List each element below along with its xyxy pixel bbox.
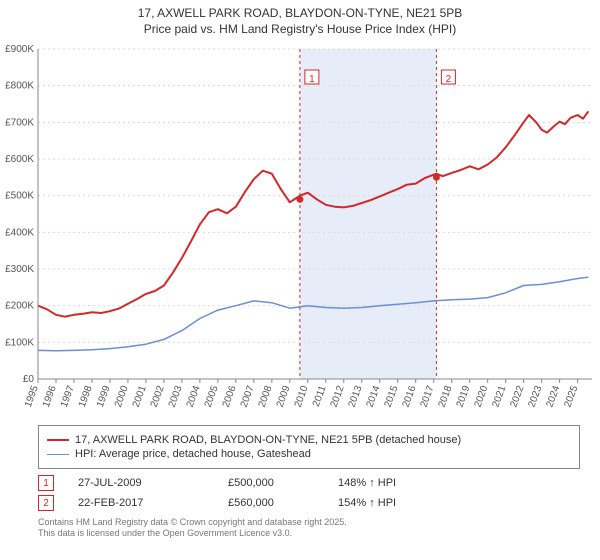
svg-text:2003: 2003 — [167, 384, 185, 409]
svg-text:2000: 2000 — [113, 384, 131, 409]
svg-text:£900K: £900K — [5, 44, 34, 55]
svg-text:1996: 1996 — [41, 384, 59, 409]
svg-text:1995: 1995 — [23, 384, 41, 409]
annotation-table: 1 27-JUL-2009 £500,000 148% ↑ HPI 2 22-F… — [38, 475, 580, 511]
svg-text:2019: 2019 — [455, 384, 473, 409]
legend-item: 17, AXWELL PARK ROAD, BLAYDON-ON-TYNE, N… — [47, 434, 571, 446]
chart-svg: £0 £100K £200K £300K £400K £500K £600K £700K £80… — [0, 39, 600, 419]
title-line1: 17, AXWELL PARK ROAD, BLAYDON-ON-TYNE, N… — [10, 6, 590, 22]
annotation-row: 2 22-FEB-2017 £560,000 154% ↑ HPI — [38, 495, 580, 511]
footer-line: This data is licensed under the Open Gov… — [38, 528, 580, 539]
svg-text:1998: 1998 — [77, 384, 95, 409]
svg-text:2004: 2004 — [185, 384, 203, 409]
svg-text:2025: 2025 — [562, 384, 580, 409]
annotation-marker: 2 — [38, 495, 54, 511]
annotation-date: 27-JUL-2009 — [78, 477, 228, 489]
annotation-marker: 1 — [38, 475, 54, 491]
svg-text:£100K: £100K — [5, 338, 34, 349]
svg-text:£0: £0 — [23, 374, 35, 385]
svg-text:£400K: £400K — [5, 228, 34, 239]
svg-text:2023: 2023 — [527, 384, 545, 409]
svg-text:2012: 2012 — [329, 384, 347, 409]
svg-text:£700K: £700K — [5, 118, 34, 129]
svg-text:2007: 2007 — [239, 384, 257, 409]
svg-text:2011: 2011 — [311, 384, 329, 408]
svg-text:2024: 2024 — [544, 384, 562, 409]
svg-text:2: 2 — [446, 74, 452, 85]
annotation-price: £500,000 — [228, 477, 338, 489]
legend-label: 17, AXWELL PARK ROAD, BLAYDON-ON-TYNE, N… — [75, 434, 461, 446]
svg-text:£200K: £200K — [5, 301, 34, 312]
chart-title: 17, AXWELL PARK ROAD, BLAYDON-ON-TYNE, N… — [0, 0, 600, 39]
svg-text:2014: 2014 — [365, 384, 383, 409]
footer-line: Contains HM Land Registry data © Crown c… — [38, 517, 580, 528]
svg-text:2015: 2015 — [383, 384, 401, 409]
svg-text:£500K: £500K — [5, 191, 34, 202]
svg-text:2021: 2021 — [491, 384, 509, 409]
svg-text:2010: 2010 — [293, 384, 311, 409]
svg-text:1997: 1997 — [59, 384, 77, 409]
line-chart: £0 £100K £200K £300K £400K £500K £600K £700K £80… — [0, 39, 600, 419]
legend-swatch — [47, 439, 69, 441]
svg-text:£600K: £600K — [5, 154, 34, 165]
legend-label: HPI: Average price, detached house, Gate… — [75, 448, 311, 460]
svg-text:2001: 2001 — [131, 384, 149, 409]
svg-text:2018: 2018 — [437, 384, 455, 409]
annotation-row: 1 27-JUL-2009 £500,000 148% ↑ HPI — [38, 475, 580, 491]
svg-text:1: 1 — [309, 74, 315, 85]
svg-text:2017: 2017 — [419, 384, 437, 409]
annotation-date: 22-FEB-2017 — [78, 497, 228, 509]
annotation-delta: 154% ↑ HPI — [338, 497, 458, 509]
legend: 17, AXWELL PARK ROAD, BLAYDON-ON-TYNE, N… — [38, 425, 580, 469]
svg-text:2005: 2005 — [203, 384, 221, 409]
svg-text:2022: 2022 — [509, 384, 527, 409]
svg-text:2002: 2002 — [149, 384, 167, 409]
svg-text:£300K: £300K — [5, 264, 34, 275]
legend-swatch — [47, 454, 69, 455]
legend-item: HPI: Average price, detached house, Gate… — [47, 448, 571, 460]
svg-text:£800K: £800K — [5, 81, 34, 92]
title-line2: Price paid vs. HM Land Registry's House … — [10, 22, 590, 38]
annotation-delta: 148% ↑ HPI — [338, 477, 458, 489]
svg-text:2008: 2008 — [257, 384, 275, 409]
footer-attribution: Contains HM Land Registry data © Crown c… — [38, 517, 580, 540]
svg-text:1999: 1999 — [95, 384, 113, 409]
svg-text:2013: 2013 — [347, 384, 365, 409]
annotation-price: £560,000 — [228, 497, 338, 509]
svg-text:2020: 2020 — [473, 384, 491, 409]
svg-text:2009: 2009 — [275, 384, 293, 409]
svg-text:2016: 2016 — [401, 384, 419, 409]
svg-text:2006: 2006 — [221, 384, 239, 409]
